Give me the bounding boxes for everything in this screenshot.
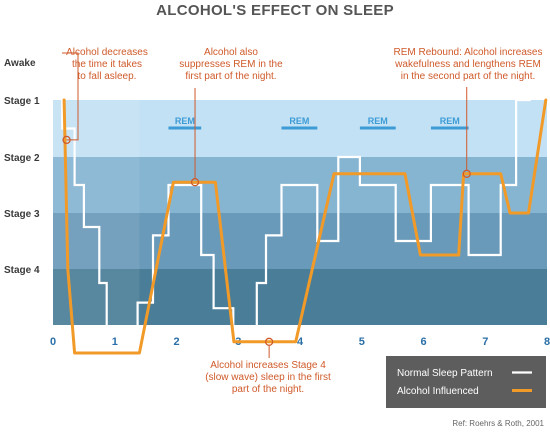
annotation-text: Alcohol decreases (66, 47, 148, 58)
rem-markers: REM REM REM REM (168, 116, 469, 130)
x-tick-label: 2 (173, 336, 179, 348)
annotation-text: in the second part of the night. (401, 71, 536, 82)
rem-label: REM (368, 116, 388, 126)
annotation-text: part of the night. (232, 384, 304, 395)
annotation-marker (264, 337, 274, 346)
annotation-marker (62, 135, 71, 145)
rem-label: REM (440, 116, 460, 126)
annotation-text: wakefulness and lengthens REM (394, 59, 541, 70)
annotation-text: first part of the night. (185, 71, 276, 82)
stage-labels: Awake Stage 1 Stage 2 Stage 3 Stage 4 (4, 58, 40, 276)
legend: Normal Sleep Pattern Alcohol Influenced (386, 356, 546, 408)
annotation-text: suppresses REM in the (179, 59, 283, 70)
stage-band (53, 213, 547, 269)
annotation-text: REM Rebound: Alcohol increases (394, 47, 543, 58)
stage-label: Stage 3 (4, 209, 40, 220)
annotation-marker (190, 178, 200, 187)
stage-label: Stage 2 (4, 153, 40, 164)
stage-bands (53, 100, 547, 325)
normal-sleep-line (61, 62, 531, 363)
x-tick-label: 1 (112, 336, 118, 348)
chart-title: ALCOHOL'S EFFECT ON SLEEP (156, 2, 394, 19)
x-tick-label: 4 (297, 336, 304, 348)
annotation-marker (462, 169, 471, 178)
stage-label: Awake (4, 58, 36, 69)
legend-box (386, 356, 546, 408)
x-tick-label: 7 (482, 336, 488, 348)
annotation-text: Alcohol also (204, 47, 258, 58)
annotation-text: Alcohol increases Stage 4 (210, 360, 326, 371)
annotation-leader (62, 52, 79, 141)
stage-band (53, 269, 547, 325)
series-lines (61, 62, 548, 363)
x-tick-label: 6 (420, 336, 426, 348)
annotation-text: to fall asleep. (78, 71, 137, 82)
annotation-text: the time it takes (72, 59, 142, 70)
rem-label: REM (175, 116, 195, 126)
stage-label: Stage 1 (4, 96, 40, 107)
x-tick-label: 0 (50, 336, 56, 348)
x-tick-label: 5 (359, 336, 365, 348)
legend-label: Alcohol Influenced (397, 386, 479, 397)
rem-label: REM (289, 116, 309, 126)
legend-label: Normal Sleep Pattern (397, 368, 493, 379)
alcohol-influenced-line (62, 98, 548, 355)
reference-note: Ref: Roehrs & Roth, 2001 (452, 419, 544, 428)
x-tick-label: 8 (544, 336, 550, 348)
stage-label: Stage 4 (4, 265, 40, 276)
annotation-text: (slow wave) sleep in the first (205, 372, 331, 383)
